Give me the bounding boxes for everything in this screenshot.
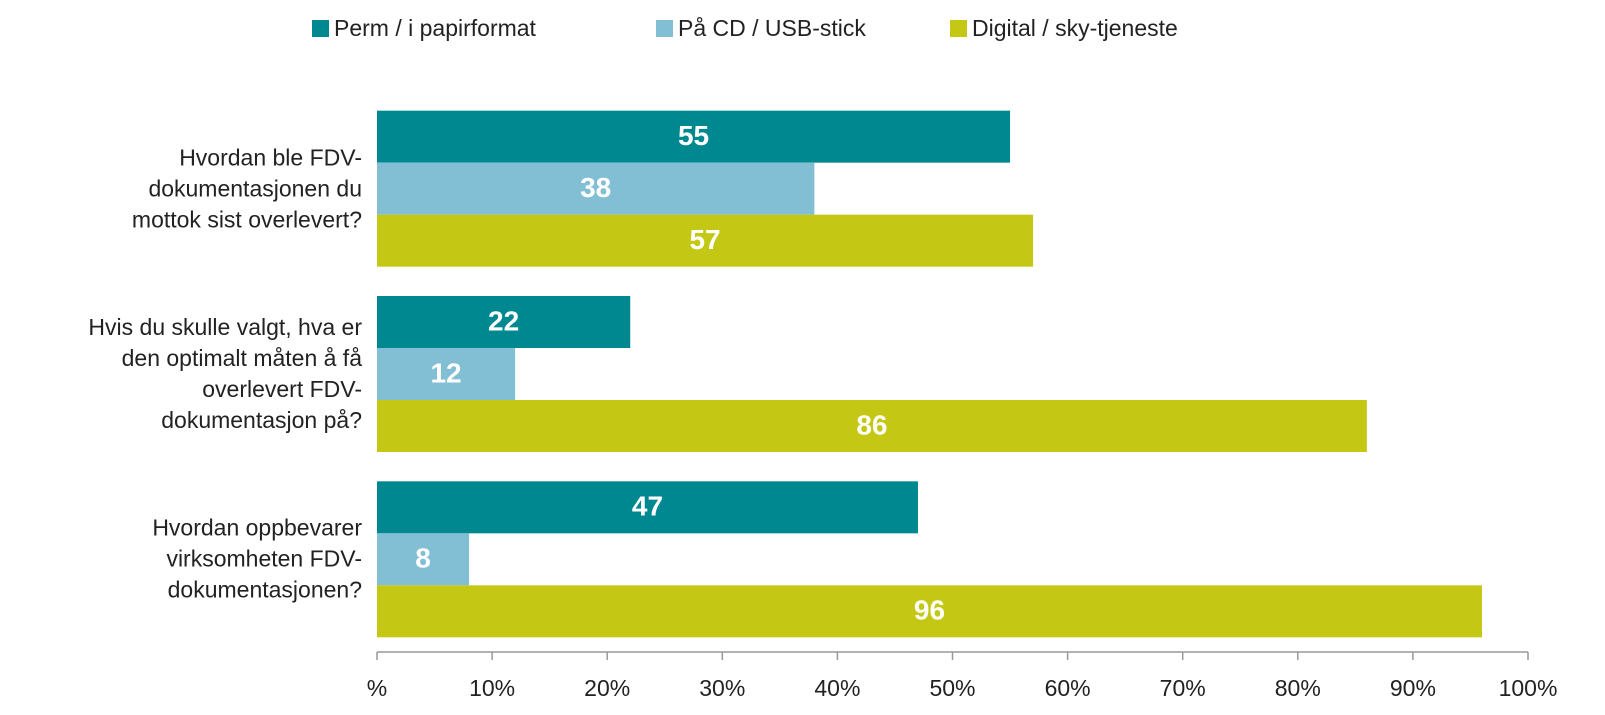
bar — [377, 481, 918, 534]
value-label: 12 — [430, 357, 461, 388]
value-label: 38 — [580, 172, 611, 203]
bar — [377, 533, 470, 586]
value-label: 47 — [632, 491, 663, 522]
x-tick-label: 100% — [1499, 675, 1558, 701]
value-label: 96 — [914, 595, 945, 626]
x-tick-label: % — [367, 675, 387, 701]
x-tick-label: 30% — [699, 675, 745, 701]
bar — [377, 348, 516, 400]
y-tick-label: Hvis du skulle valgt, hva er den optimal… — [88, 314, 362, 433]
x-tick-label: 90% — [1390, 675, 1436, 701]
legend-swatch — [312, 20, 329, 37]
bar — [377, 110, 1011, 163]
y-tick-label: Hvordan ble FDV- dokumentasjonen du mott… — [131, 144, 362, 233]
legend-swatch — [950, 20, 967, 37]
x-tick-label: 50% — [929, 675, 975, 701]
bar — [377, 296, 631, 348]
bar — [377, 162, 815, 215]
legend-label: Perm / i papirformat — [334, 15, 537, 41]
value-label: 22 — [488, 305, 519, 336]
legend-label: Digital / sky-tjeneste — [972, 15, 1178, 41]
x-tick-label: 10% — [469, 675, 515, 701]
x-tick-label: 40% — [814, 675, 860, 701]
x-tick-label: 60% — [1045, 675, 1091, 701]
y-tick-label: Hvordan oppbevarer virksomheten FDV- dok… — [152, 514, 362, 603]
bar — [377, 400, 1367, 452]
legend-swatch — [656, 20, 673, 37]
value-label: 57 — [689, 224, 720, 255]
bar — [377, 214, 1034, 267]
x-tick-label: 20% — [584, 675, 630, 701]
value-label: 8 — [415, 543, 431, 574]
bar — [377, 585, 1482, 638]
legend-label: På CD / USB-stick — [678, 15, 866, 41]
x-tick-label: 70% — [1160, 675, 1206, 701]
x-tick-label: 80% — [1275, 675, 1321, 701]
value-label: 86 — [856, 409, 887, 440]
value-label: 55 — [678, 120, 709, 151]
